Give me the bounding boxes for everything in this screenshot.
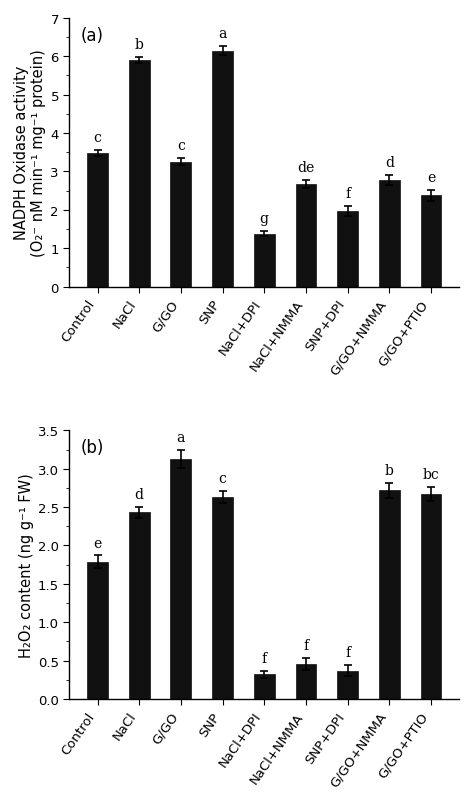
Text: c: c — [219, 471, 227, 486]
Text: f: f — [345, 646, 350, 659]
Bar — [170, 163, 191, 287]
Bar — [170, 459, 191, 699]
Bar — [296, 664, 316, 699]
Text: c: c — [94, 131, 101, 145]
Bar — [379, 181, 400, 287]
Text: (b): (b) — [81, 438, 105, 457]
Text: de: de — [298, 161, 315, 175]
Bar — [337, 671, 358, 699]
Y-axis label: NADPH Oxidase activity
(O₂⁻ nM min⁻¹ mg⁻¹ protein): NADPH Oxidase activity (O₂⁻ nM min⁻¹ mg⁻… — [14, 49, 46, 257]
Bar — [420, 495, 441, 699]
Bar — [129, 61, 149, 287]
Text: g: g — [260, 212, 269, 226]
Bar — [212, 51, 233, 287]
Bar — [420, 196, 441, 287]
Text: d: d — [135, 487, 144, 502]
Bar — [129, 513, 149, 699]
Text: (a): (a) — [81, 27, 104, 45]
Bar — [254, 675, 275, 699]
Text: b: b — [385, 463, 394, 477]
Bar — [379, 491, 400, 699]
Bar — [254, 234, 275, 287]
Text: f: f — [303, 638, 308, 652]
Bar — [212, 498, 233, 699]
Text: e: e — [427, 170, 435, 185]
Bar — [296, 185, 316, 287]
Text: f: f — [262, 651, 267, 665]
Text: a: a — [177, 430, 185, 444]
Text: c: c — [177, 139, 185, 153]
Bar — [87, 154, 108, 287]
Bar — [87, 562, 108, 699]
Text: bc: bc — [422, 467, 439, 482]
Text: e: e — [93, 536, 102, 550]
Text: d: d — [385, 157, 394, 170]
Text: b: b — [135, 38, 144, 52]
Bar — [337, 212, 358, 287]
Text: f: f — [345, 187, 350, 202]
Y-axis label: H₂O₂ content (ng g⁻¹ FW): H₂O₂ content (ng g⁻¹ FW) — [18, 473, 34, 657]
Text: a: a — [219, 27, 227, 41]
